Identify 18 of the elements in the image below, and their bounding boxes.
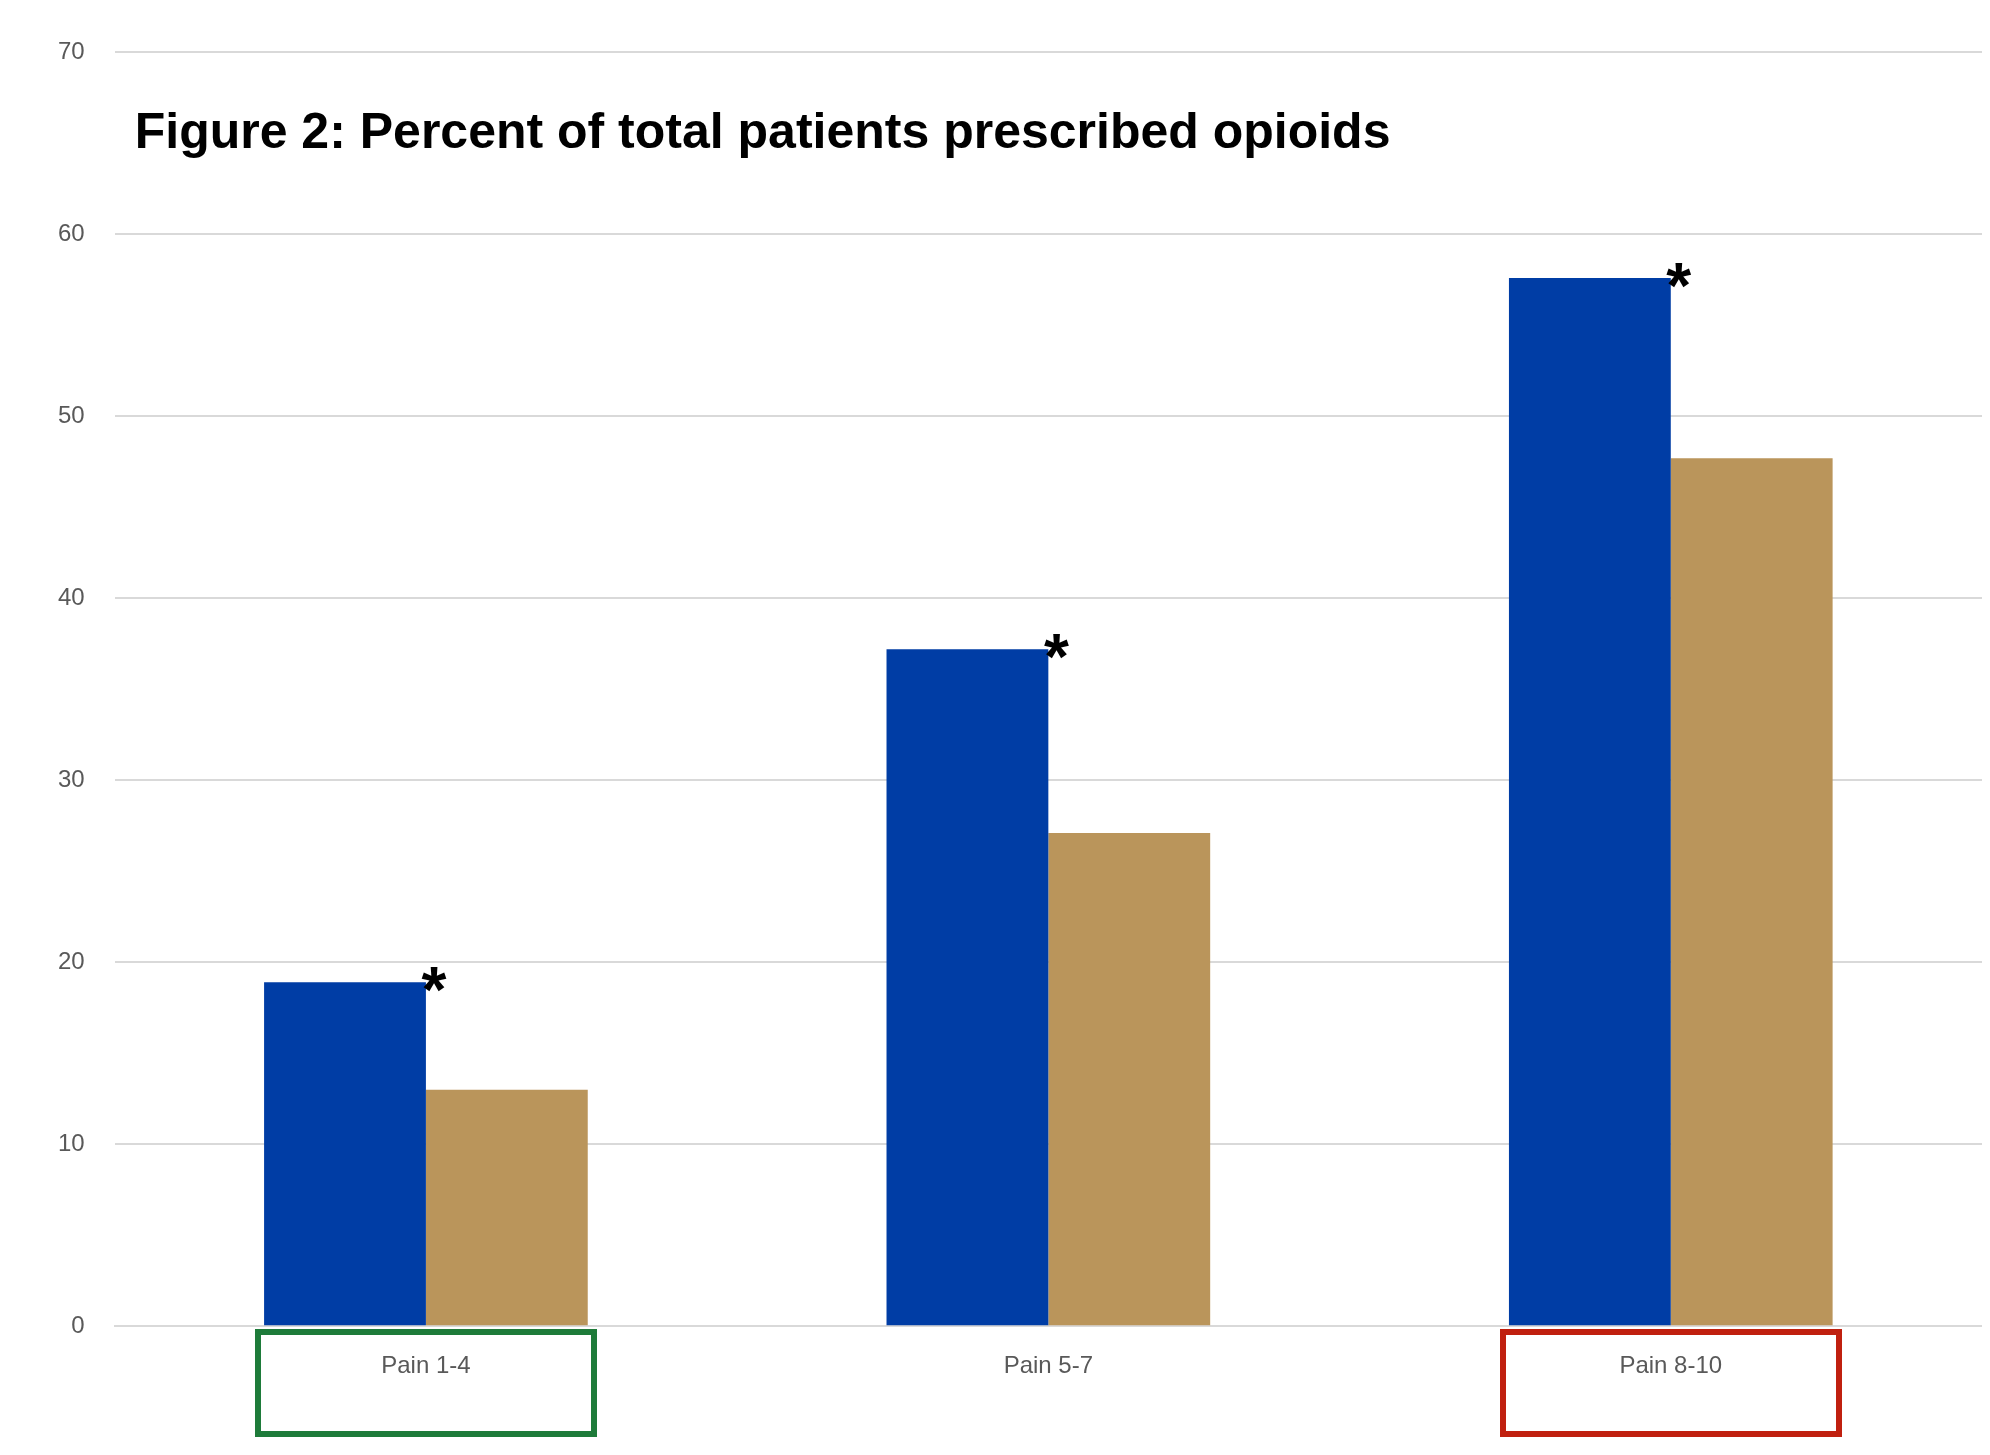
bar [425,1089,588,1326]
annotation: * [1043,620,1069,693]
bar [1670,458,1833,1326]
y-tick-label: 60 [57,219,85,246]
bar [1048,833,1211,1326]
y-tick-label: 70 [57,37,85,65]
x-tick-label: Pain 1-4 [381,1351,471,1379]
y-tick-label: 20 [57,946,85,974]
text: Figure 2: Percent of total patients prescribed opioids [134,103,1391,160]
y-tick-label: 50 [57,400,85,428]
y-tick-label: 0 [71,1310,85,1338]
x-tick-label: Pain 8-10 [1619,1351,1723,1379]
x-tick-label: Pain 5-7 [1003,1351,1094,1379]
annotation: * [1666,249,1692,322]
y-tick-label: 10 [57,1128,85,1156]
annotation: * [421,953,447,1026]
y-tick-label: 40 [57,582,85,610]
y-tick-label: 30 [57,764,85,792]
